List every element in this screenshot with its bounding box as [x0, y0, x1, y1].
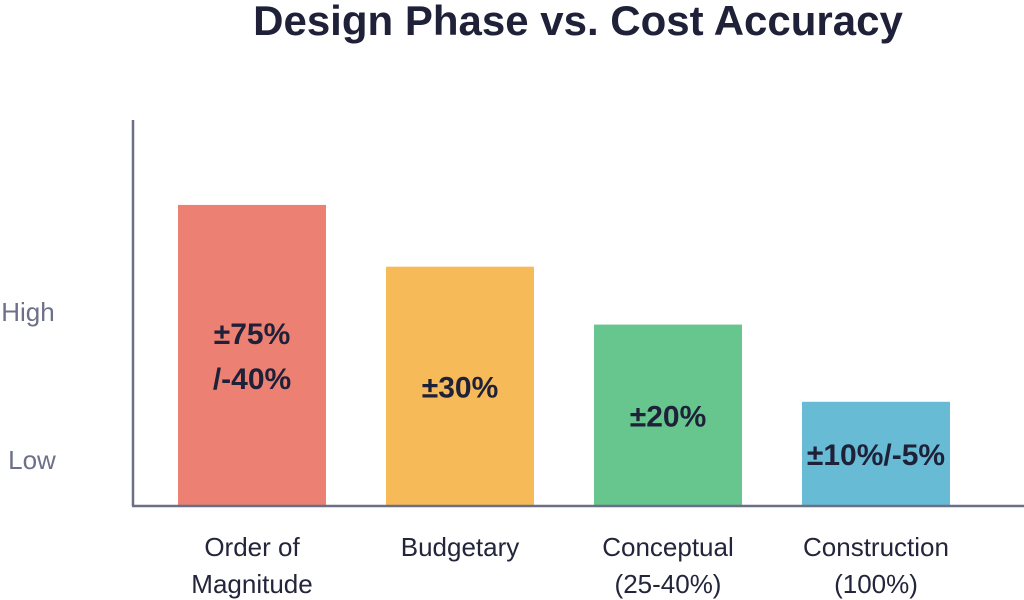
bar-2 [594, 324, 742, 506]
bars [178, 204, 950, 507]
category-label-0-line-1: Magnitude [191, 569, 312, 599]
category-labels: Order of Magnitude Budgetary Conceptual (25-… [191, 532, 949, 599]
category-label-2-line-0: Conceptual [602, 532, 734, 562]
bar-value-label-1: ±30% [422, 371, 499, 404]
bar-0 [178, 204, 326, 507]
category-label-2-line-1: (25-40%) [615, 569, 722, 599]
y-axis-label-low: Low [8, 445, 56, 475]
bar-value-label-0-line-0: ±75% [214, 318, 291, 351]
chart-title: Design Phase vs. Cost Accuracy [253, 0, 903, 44]
bar-value-label-0-line-1: /-40% [213, 363, 291, 396]
bar-value-labels: ±75% /-40% ±30% ±20% ±10%/-5% [213, 318, 945, 472]
bar-3 [802, 401, 950, 506]
category-label-3-line-1: (100%) [834, 569, 918, 599]
y-axis-label-high: High [1, 297, 54, 327]
bar-value-label-2: ±20% [630, 400, 707, 433]
category-label-1: Budgetary [401, 532, 520, 562]
category-label-0-line-0: Order of [204, 532, 300, 562]
category-label-3-line-0: Construction [803, 532, 949, 562]
bar-value-label-3: ±10%/-5% [807, 439, 945, 472]
bar-1 [386, 266, 534, 506]
